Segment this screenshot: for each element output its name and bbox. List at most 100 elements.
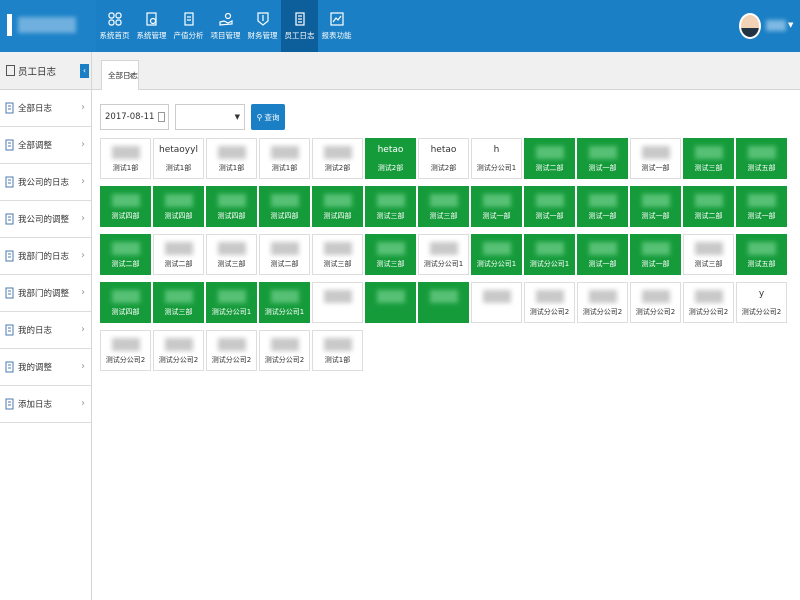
employee-card[interactable]: 测试分公司1 (471, 234, 522, 275)
adjust-all-icon (4, 139, 15, 151)
calendar-icon[interactable] (158, 112, 165, 122)
employee-card[interactable]: h 测试分公司1 (471, 138, 522, 179)
employee-card[interactable]: 测试四部 (206, 186, 257, 227)
employee-card[interactable]: 测试一部 (471, 186, 522, 227)
employee-name-blurred (589, 194, 617, 207)
settings-doc-icon (144, 11, 159, 26)
employee-card[interactable]: 测试分公司2 (100, 330, 151, 371)
employee-card[interactable]: 测试一部 (577, 186, 628, 227)
employee-card[interactable]: 测试一部 (524, 186, 575, 227)
my-log-icon (4, 324, 15, 336)
employee-card[interactable] (418, 282, 469, 323)
sidebar-item-8[interactable]: 添加日志 › (0, 386, 91, 423)
close-icon[interactable]: × (128, 71, 135, 80)
chevron-down-icon[interactable]: ▼ (788, 21, 794, 29)
employee-name-blurred (536, 146, 564, 159)
employee-card[interactable]: 测试一部 (630, 234, 681, 275)
employee-card[interactable]: hetao 测试2部 (418, 138, 469, 179)
employee-name-blurred (536, 290, 564, 303)
employee-card[interactable]: 测试二部 (259, 234, 310, 275)
employee-card[interactable]: 测试四部 (100, 282, 151, 323)
employee-name-blurred (112, 290, 140, 303)
employee-card[interactable]: 测试三部 (683, 138, 734, 179)
employee-card[interactable]: 测试三部 (418, 186, 469, 227)
sidebar-item-6[interactable]: 我的日志 › (0, 312, 91, 349)
employee-card[interactable]: 测试三部 (365, 186, 416, 227)
employee-card[interactable]: 测试分公司2 (524, 282, 575, 323)
nav-item-0[interactable]: 系统首页 (96, 0, 133, 52)
employee-card[interactable]: 测试1部 (100, 138, 151, 179)
user-name-blurred[interactable] (766, 20, 786, 31)
employee-name-blurred (324, 194, 352, 207)
finance-icon (255, 11, 270, 26)
employee-card[interactable]: 测试分公司2 (259, 330, 310, 371)
date-input[interactable]: 2017-08-11 (100, 104, 169, 130)
employee-card[interactable]: 测试分公司2 (683, 282, 734, 323)
employee-card[interactable]: 测试一部 (577, 234, 628, 275)
employee-card[interactable]: 测试三部 (312, 234, 363, 275)
tab-all-logs[interactable]: 全部日志 × (101, 60, 139, 90)
sidebar-item-3[interactable]: 我公司的调整 › (0, 201, 91, 238)
employee-card[interactable]: 测试一部 (577, 138, 628, 179)
employee-card[interactable]: 测试四部 (153, 186, 204, 227)
nav-item-1[interactable]: 系统管理 (133, 0, 170, 52)
employee-card[interactable]: 测试二部 (683, 186, 734, 227)
employee-card[interactable]: 测试分公司2 (206, 330, 257, 371)
employee-card[interactable]: 测试1部 (312, 330, 363, 371)
department-select[interactable]: ▼ (175, 104, 245, 130)
employee-card[interactable] (312, 282, 363, 323)
employee-card[interactable]: 测试三部 (153, 282, 204, 323)
sidebar-item-7[interactable]: 我的调整 › (0, 349, 91, 386)
employee-card[interactable]: y 测试分公司2 (736, 282, 787, 323)
avatar[interactable] (739, 13, 761, 39)
employee-card[interactable]: 测试分公司2 (577, 282, 628, 323)
employee-card[interactable]: 测试分公司1 (524, 234, 575, 275)
nav-item-2[interactable]: 产值分析 (170, 0, 207, 52)
employee-name-blurred (695, 290, 723, 303)
sidebar-item-5[interactable]: 我部门的调整 › (0, 275, 91, 312)
employee-name-blurred (430, 242, 458, 255)
employee-card[interactable]: hetao 测试2部 (365, 138, 416, 179)
employee-card[interactable]: 测试五部 (736, 138, 787, 179)
employee-card[interactable]: hetaoyyl 测试1部 (153, 138, 204, 179)
query-button[interactable]: ⚲ 查询 (251, 104, 285, 130)
sidebar-item-4[interactable]: 我部门的日志 › (0, 238, 91, 275)
employee-card[interactable] (471, 282, 522, 323)
employee-card[interactable]: 测试四部 (312, 186, 363, 227)
employee-card[interactable]: 测试分公司2 (153, 330, 204, 371)
employee-card[interactable]: 测试分公司2 (630, 282, 681, 323)
nav-item-4[interactable]: 财务管理 (244, 0, 281, 52)
nav-item-5[interactable]: 员工日志 (281, 0, 318, 52)
nav-item-6[interactable]: 报表功能 (318, 0, 355, 52)
employee-card[interactable]: 测试二部 (524, 138, 575, 179)
employee-card[interactable]: 测试1部 (259, 138, 310, 179)
employee-card[interactable]: 测试分公司1 (418, 234, 469, 275)
employee-card[interactable]: 测试三部 (683, 234, 734, 275)
employee-department: 测试一部 (535, 212, 564, 220)
employee-card[interactable]: 测试三部 (206, 234, 257, 275)
nav-item-3[interactable]: 项目管理 (207, 0, 244, 52)
employee-card[interactable]: 测试一部 (630, 138, 681, 179)
employee-card[interactable] (365, 282, 416, 323)
employee-card[interactable]: 测试二部 (100, 234, 151, 275)
employee-card[interactable]: 测试二部 (153, 234, 204, 275)
employee-card[interactable]: 测试四部 (259, 186, 310, 227)
employee-card[interactable]: 测试分公司1 (206, 282, 257, 323)
employee-card[interactable]: 测试一部 (736, 186, 787, 227)
sidebar-item-2[interactable]: 我公司的日志 › (0, 164, 91, 201)
employee-card[interactable]: 测试五部 (736, 234, 787, 275)
employee-card[interactable]: 测试2部 (312, 138, 363, 179)
sidebar-item-0[interactable]: 全部日志 › (0, 90, 91, 127)
sidebar-item-1[interactable]: 全部调整 › (0, 127, 91, 164)
employee-card[interactable]: 测试1部 (206, 138, 257, 179)
employee-card[interactable]: 测试四部 (100, 186, 151, 227)
employee-department: 测试分公司2 (741, 308, 782, 316)
employee-card[interactable]: 测试分公司1 (259, 282, 310, 323)
sidebar-item-label: 添加日志 (18, 400, 53, 410)
employee-department: 测试分公司2 (158, 356, 199, 364)
employee-card[interactable]: 测试三部 (365, 234, 416, 275)
collapse-sidebar-button[interactable]: ‹ (80, 64, 89, 78)
employee-card[interactable]: 测试一部 (630, 186, 681, 227)
employee-department: 测试一部 (641, 164, 670, 172)
employee-department: 测试一部 (641, 260, 670, 268)
